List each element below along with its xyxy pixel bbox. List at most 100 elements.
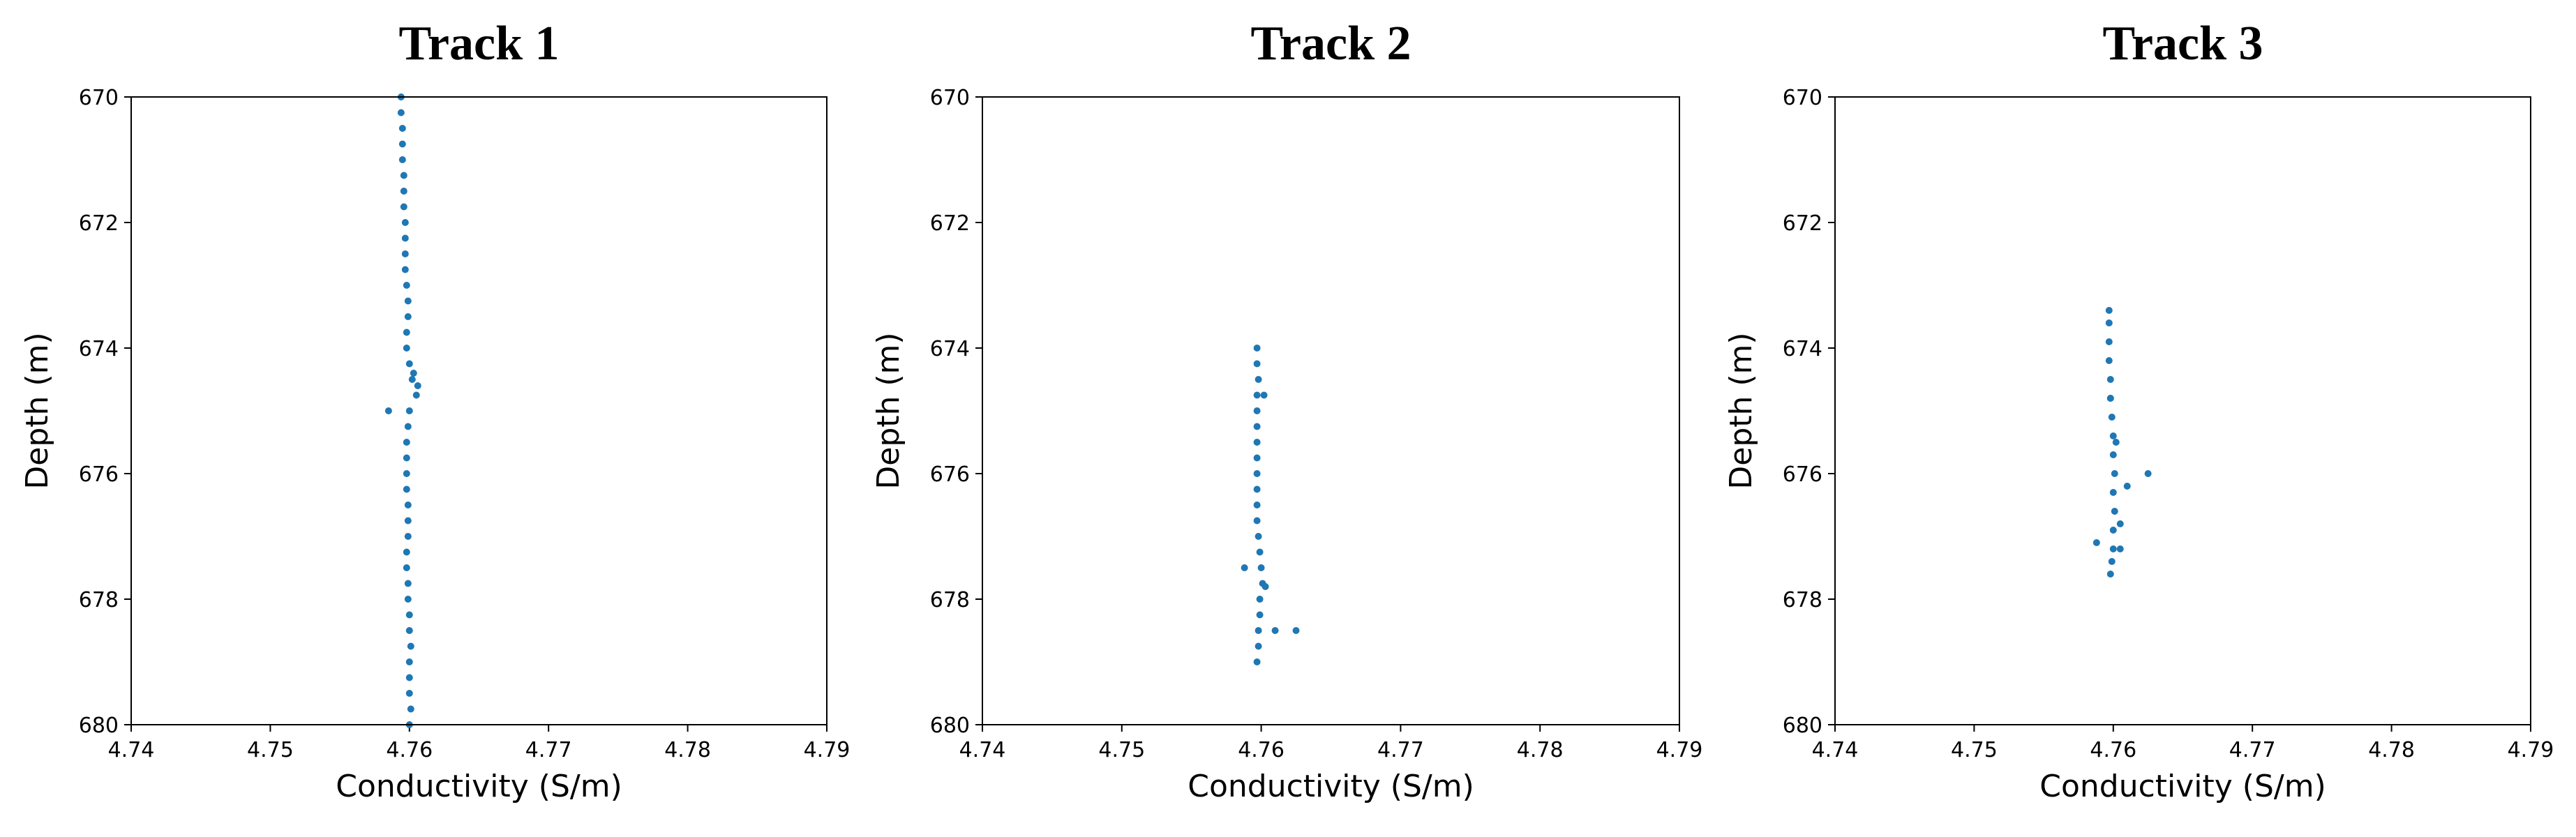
data-point bbox=[2108, 558, 2116, 565]
x-tick-label: 4.74 bbox=[1812, 738, 1859, 762]
y-axis-label: Depth (m) bbox=[871, 332, 906, 489]
data-point bbox=[405, 690, 413, 697]
data-point bbox=[401, 266, 409, 273]
x-tick-label: 4.79 bbox=[804, 738, 851, 762]
data-point bbox=[403, 564, 410, 571]
data-point bbox=[1255, 533, 1262, 540]
data-point bbox=[1256, 611, 1264, 619]
data-point bbox=[398, 125, 406, 132]
x-tick-label: 4.74 bbox=[959, 738, 1006, 762]
data-point bbox=[2123, 483, 2131, 490]
data-point bbox=[384, 407, 392, 414]
y-tick-label: 672 bbox=[1783, 211, 1822, 236]
chart-panel: Track 3 Conductivity (S/m) Depth (m) 4.74 4.… bbox=[1723, 17, 2554, 804]
x-tick-label: 4.79 bbox=[2508, 738, 2554, 762]
x-axis-label: Conductivity (S/m) bbox=[336, 769, 622, 804]
data-point bbox=[2106, 571, 2114, 578]
data-point bbox=[1253, 454, 1261, 462]
data-point bbox=[1271, 627, 1279, 634]
x-tick-label: 4.76 bbox=[386, 738, 433, 762]
data-point bbox=[410, 370, 417, 377]
y-axis-label: Depth (m) bbox=[20, 332, 55, 489]
data-point bbox=[2116, 520, 2124, 527]
x-tick-label: 4.78 bbox=[1517, 738, 1564, 762]
x-tick-label: 4.76 bbox=[1238, 738, 1285, 762]
data-point bbox=[400, 188, 407, 195]
data-point bbox=[1253, 502, 1261, 508]
data-point bbox=[407, 705, 414, 713]
data-point bbox=[2106, 395, 2114, 402]
x-tick-label: 4.75 bbox=[247, 738, 294, 762]
data-point bbox=[403, 345, 410, 352]
y-tick-label: 676 bbox=[930, 462, 970, 487]
plot-frame bbox=[1834, 96, 2531, 725]
data-point bbox=[405, 407, 413, 414]
y-tick-label: 676 bbox=[1783, 462, 1822, 487]
data-point bbox=[405, 627, 413, 634]
data-point bbox=[398, 140, 406, 148]
chart-title: Track 2 bbox=[1250, 17, 1411, 70]
data-point bbox=[401, 219, 409, 226]
data-point bbox=[1253, 423, 1261, 430]
chart-title: Track 3 bbox=[2102, 17, 2263, 70]
data-point bbox=[2109, 451, 2117, 458]
data-point bbox=[2105, 357, 2113, 364]
chart-panel: Track 2 Conductivity (S/m) Depth (m) 4.74 4.… bbox=[871, 17, 1702, 804]
y-tick-label: 680 bbox=[79, 714, 119, 738]
data-point bbox=[1253, 345, 1261, 352]
data-point bbox=[1255, 627, 1262, 634]
data-point bbox=[1256, 548, 1264, 556]
data-point bbox=[1256, 596, 1264, 603]
data-point bbox=[403, 548, 410, 556]
data-point bbox=[1255, 376, 1262, 383]
x-tick-label: 4.76 bbox=[2090, 738, 2136, 762]
y-tick-label: 678 bbox=[930, 588, 970, 612]
data-point bbox=[1260, 391, 1268, 399]
x-tick-label: 4.77 bbox=[2229, 738, 2276, 762]
data-point bbox=[2109, 432, 2117, 439]
data-point bbox=[405, 611, 413, 619]
data-point bbox=[2144, 470, 2152, 477]
data-point bbox=[2106, 376, 2114, 383]
data-point bbox=[404, 502, 412, 508]
data-point bbox=[2111, 470, 2118, 477]
data-point bbox=[404, 533, 412, 540]
y-tick-label: 674 bbox=[79, 337, 119, 361]
data-point bbox=[404, 297, 412, 305]
data-point bbox=[404, 517, 412, 525]
y-tick-label: 670 bbox=[79, 86, 119, 110]
y-tick-label: 678 bbox=[79, 588, 119, 612]
chart-panel: Track 1 Conductivity (S/m) Depth (m) 4.74 4.… bbox=[20, 17, 850, 804]
data-point bbox=[397, 109, 405, 116]
data-point bbox=[401, 234, 409, 242]
y-tick-label: 670 bbox=[1783, 86, 1822, 110]
data-point bbox=[2109, 489, 2117, 496]
x-tick-label: 4.77 bbox=[1377, 738, 1424, 762]
y-tick-label: 672 bbox=[79, 211, 119, 236]
data-point bbox=[403, 470, 410, 477]
data-point bbox=[2108, 414, 2116, 421]
x-axis-label: Conductivity (S/m) bbox=[1188, 769, 1474, 804]
x-axis-label: Conductivity (S/m) bbox=[2039, 769, 2326, 804]
data-point bbox=[1255, 642, 1262, 650]
data-point bbox=[1253, 485, 1261, 493]
data-point bbox=[404, 596, 412, 603]
x-tick-label: 4.75 bbox=[1098, 738, 1145, 762]
data-point bbox=[2105, 338, 2113, 345]
data-point bbox=[404, 313, 412, 320]
data-point bbox=[2109, 527, 2117, 534]
y-tick-label: 672 bbox=[930, 211, 970, 236]
data-point bbox=[408, 376, 416, 383]
data-point bbox=[1253, 658, 1261, 665]
data-point bbox=[1253, 391, 1261, 399]
y-tick-label: 670 bbox=[930, 86, 970, 110]
x-tick-label: 4.78 bbox=[2368, 738, 2415, 762]
data-point bbox=[405, 360, 413, 368]
chart-title: Track 1 bbox=[398, 17, 559, 70]
y-tick-label: 674 bbox=[930, 337, 970, 361]
data-point bbox=[2105, 307, 2113, 314]
x-tick-label: 4.77 bbox=[525, 738, 572, 762]
data-point bbox=[2112, 439, 2120, 446]
data-point bbox=[1253, 517, 1261, 525]
